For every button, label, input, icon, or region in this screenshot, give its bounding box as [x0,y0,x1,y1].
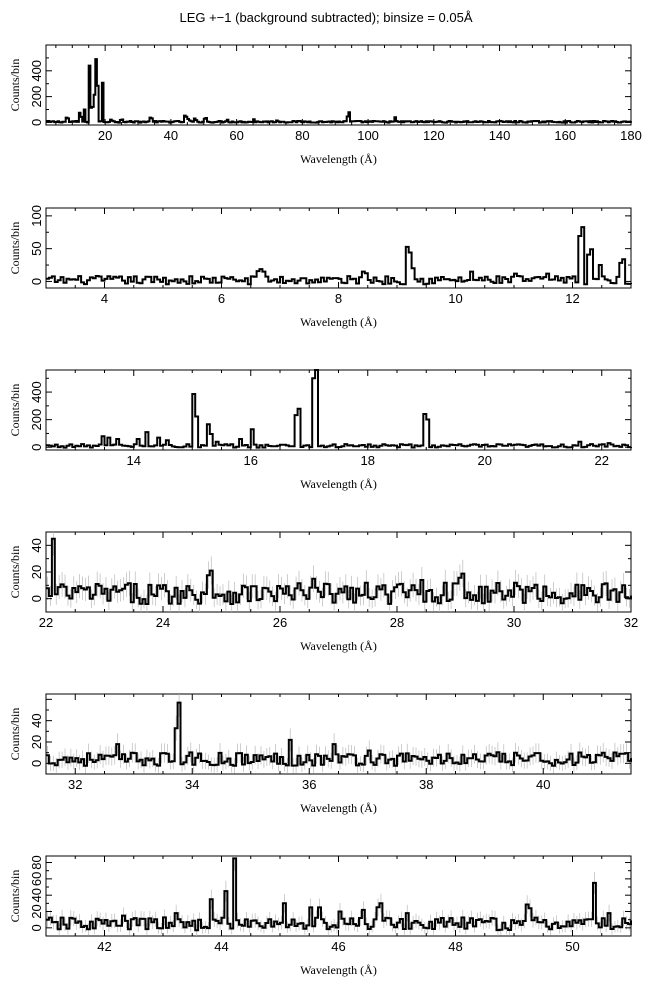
x-tick-label: 46 [331,939,345,954]
spectrum-line [46,226,632,286]
y-tick-label: 100 [29,205,44,227]
spectrum-line [46,369,632,449]
x-axis-label: Wavelength (Å) [300,801,377,815]
y-axis-label: Counts/bin [8,59,22,112]
chart-panel-4: 22 24 26 28 30 32 0 20 40 Wavelength (Å) Counts/bi… [8,531,638,653]
y-axis-label: Counts/bin [8,384,22,437]
x-tick-label: 120 [423,128,445,143]
chart-panel-5: 32 34 36 38 40 0 20 40 Wavelength (Å) Counts/bin [8,693,632,815]
x-tick-label: 22 [39,615,53,630]
panels: 20 40 60 80 100 120 140 160 1800200400Wavelength… [8,44,642,977]
y-tick-label: 80 [29,855,44,869]
y-axis-label: Counts/bin [8,708,22,761]
x-tick-label: 20 [478,453,492,468]
x-tick-label: 16 [244,453,258,468]
chart-panel-6: 42 44 46 48 50 0 20 40 60 80 Wavelength (Å) Counts/… [8,855,632,977]
y-tick-label: 50 [29,241,44,255]
plot-frame [45,369,632,451]
x-tick-label: 18 [361,453,375,468]
y-tick-label: 40 [29,538,44,552]
y-tick-label: 200 [29,409,44,431]
y-tick-label: 0 [29,760,44,767]
x-tick-label: 20 [98,128,112,143]
y-axis-label: Counts/bin [8,870,22,923]
y-tick-label: 40 [29,888,44,902]
chart-panel-2: 4 6 8 10 12 0 50 100 Wavelength (Å) Counts/bin [8,205,632,329]
x-tick-label: 4 [101,291,108,306]
x-tick-label: 160 [554,128,576,143]
y-axis-label: Counts/bin [8,546,22,599]
x-tick-label: 38 [419,777,433,792]
x-axis-label: Wavelength (Å) [300,639,377,653]
chart-panel-3: 14 16 18 20 22 0 200 400 Wavelength (Å) Counts/bi… [8,369,632,491]
x-tick-label: 60 [229,128,243,143]
x-tick-label: 26 [273,615,287,630]
spectrum-line [46,58,632,124]
x-tick-label: 30 [507,615,521,630]
x-tick-label: 32 [624,615,638,630]
x-tick-label: 40 [536,777,550,792]
spectrum-line [46,537,632,605]
x-tick-label: 24 [156,615,170,630]
y-tick-label: 0 [29,924,44,931]
x-tick-label: 34 [185,777,199,792]
x-tick-label: 42 [97,939,111,954]
x-tick-label: 6 [218,291,225,306]
y-tick-label: 0 [29,278,44,285]
x-axis-label: Wavelength (Å) [300,477,377,491]
x-tick-label: 14 [127,453,141,468]
x-tick-label: 180 [620,128,642,143]
x-tick-label: 140 [489,128,511,143]
x-axis-label: Wavelength (Å) [300,963,377,977]
y-tick-label: 60 [29,872,44,886]
y-tick-label: 0 [29,119,44,126]
x-tick-label: 40 [164,128,178,143]
y-tick-label: 40 [29,713,44,727]
y-tick-label: 20 [29,565,44,579]
x-tick-label: 36 [302,777,316,792]
y-axis-label: Counts/bin [8,222,22,275]
y-tick-label: 20 [29,904,44,918]
x-tick-label: 10 [448,291,462,306]
plot-frame [45,44,632,126]
x-tick-label: 12 [565,291,579,306]
x-tick-label: 48 [448,939,462,954]
x-tick-label: 22 [595,453,609,468]
spectrum-line [46,857,632,932]
y-tick-label: 0 [29,595,44,602]
y-tick-label: 0 [29,444,44,451]
x-tick-label: 50 [565,939,579,954]
y-tick-label: 400 [29,381,44,403]
y-tick-label: 20 [29,735,44,749]
chart-panel-1: 20 40 60 80 100 120 140 160 180 0 200 400 Wavelength… [8,44,642,166]
x-tick-label: 32 [68,777,82,792]
y-tick-label: 400 [29,60,44,82]
x-axis-label: Wavelength (Å) [300,315,377,329]
spectrum-line [46,701,632,767]
x-tick-label: 100 [357,128,379,143]
figure-title: LEG +−1 (background subtracted); binsize… [179,10,472,25]
x-tick-label: 44 [214,939,228,954]
y-tick-label: 200 [29,86,44,108]
x-tick-label: 28 [390,615,404,630]
x-axis-label: Wavelength (Å) [300,152,377,166]
x-tick-label: 8 [335,291,342,306]
x-tick-label: 80 [295,128,309,143]
